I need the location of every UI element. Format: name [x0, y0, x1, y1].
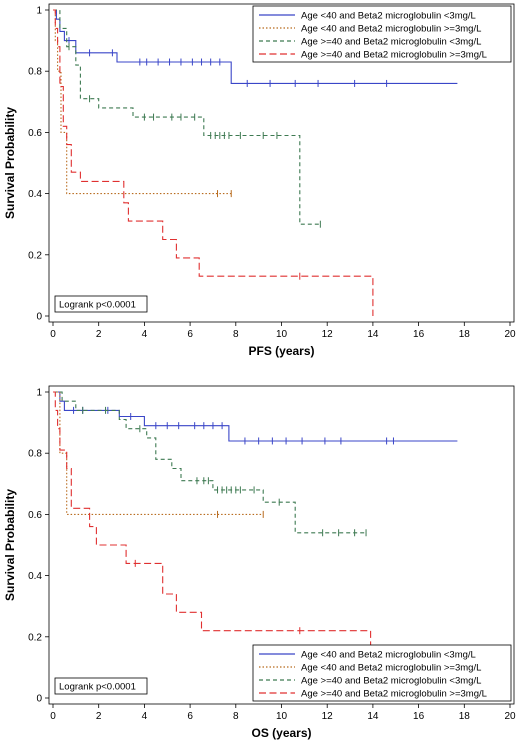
- legend-entry: Age <40 and Beta2 microglobulin <3mg/L: [301, 11, 476, 22]
- legend-entry: Age >=40 and Beta2 microglobulin <3mg/L: [301, 37, 481, 48]
- panel-os: 0 2 4 6 8 10 12 14 16 18 20 0 0.2 0.4 0.6 0.8 1 OS (years…: [3, 385, 516, 740]
- x-tick-label: 6: [187, 711, 193, 722]
- x-tick-label: 16: [413, 711, 425, 722]
- series-2: [53, 9, 232, 198]
- x-tick-label: 0: [50, 329, 56, 340]
- series-1: [53, 391, 458, 445]
- legend-box: [252, 5, 512, 63]
- y-tick-label: 0: [36, 312, 42, 323]
- survival-curve: [53, 391, 366, 534]
- x-tick-label: 0: [50, 711, 56, 722]
- legend-entry: Age <40 and Beta2 microglobulin <3mg/L: [301, 650, 476, 661]
- x-tick-label: 18: [459, 711, 471, 722]
- legend-box: [252, 644, 512, 702]
- annotation-box: [54, 677, 148, 695]
- series-2: [53, 391, 264, 518]
- x-tick-label: 4: [142, 329, 148, 340]
- x-tick-label: 20: [504, 711, 516, 722]
- survival-curve: [53, 9, 232, 195]
- annotation-box: [54, 295, 148, 313]
- legend-entry: Age >=40 and Beta2 microglobulin <3mg/L: [301, 676, 481, 687]
- logrank-text: Logrank p<0.0001: [59, 682, 136, 693]
- y-tick-label: 0.4: [28, 189, 42, 200]
- y-tick-label: 0.6: [28, 128, 42, 139]
- x-axis-label: OS (years): [251, 726, 311, 740]
- x-tick-label: 2: [96, 711, 102, 722]
- survival-curve: [53, 9, 458, 84]
- y-tick-label: 0.2: [28, 250, 42, 261]
- x-tick-label: 10: [276, 329, 288, 340]
- y-tick-label: 0.6: [28, 510, 42, 521]
- x-tick-label: 12: [322, 329, 334, 340]
- legend-entry: Age <40 and Beta2 microglobulin >=3mg/L: [301, 663, 481, 674]
- series-4: [53, 9, 374, 316]
- x-tick-label: 12: [322, 711, 334, 722]
- survival-curve: [53, 9, 374, 316]
- survival-curve: [53, 391, 396, 665]
- panel-pfs: 0 2 4 6 8 10 12 14 16 18 20 0 0.2 0.4 0.6 0.8 1 PFS (year…: [3, 3, 516, 358]
- y-tick-label: 0.8: [28, 67, 42, 78]
- y-tick-label: 1: [36, 388, 42, 399]
- y-tick-label: 0.8: [28, 449, 42, 460]
- x-tick-label: 16: [413, 329, 425, 340]
- logrank-annotation: Logrank p<0.0001: [54, 677, 148, 695]
- x-tick-label: 20: [504, 329, 516, 340]
- x-tick-label: 8: [233, 329, 239, 340]
- series-4: [53, 391, 396, 665]
- survival-curve: [53, 391, 264, 515]
- legend-entry: Age <40 and Beta2 microglobulin >=3mg/L: [301, 24, 481, 35]
- y-tick-label: 0: [36, 694, 42, 705]
- y-tick-label: 1: [36, 6, 42, 17]
- survival-curve: [53, 391, 458, 442]
- x-tick-label: 18: [459, 329, 471, 340]
- y-tick-label: 0.2: [28, 632, 42, 643]
- x-tick-label: 8: [233, 711, 239, 722]
- x-tick-label: 4: [142, 711, 148, 722]
- x-axis-label: PFS (years): [248, 344, 314, 358]
- y-tick-label: 0.4: [28, 571, 42, 582]
- x-tick-label: 2: [96, 329, 102, 340]
- x-tick-label: 10: [276, 711, 288, 722]
- y-axis-label: Survival Probability: [3, 489, 17, 601]
- series-3: [53, 391, 367, 537]
- series-3: [53, 9, 321, 228]
- x-tick-label: 14: [367, 711, 379, 722]
- legend: Age <40 and Beta2 microglobulin <3mg/L Ag…: [252, 644, 512, 702]
- survival-curve: [53, 9, 321, 225]
- series-1: [53, 9, 458, 87]
- legend-entry: Age >=40 and Beta2 microglobulin >=3mg/L: [301, 689, 487, 700]
- x-tick-label: 6: [187, 329, 193, 340]
- logrank-text: Logrank p<0.0001: [59, 300, 136, 311]
- legend-entry: Age >=40 and Beta2 microglobulin >=3mg/L: [301, 50, 487, 61]
- legend: Age <40 and Beta2 microglobulin <3mg/L Ag…: [252, 5, 512, 63]
- logrank-annotation: Logrank p<0.0001: [54, 295, 148, 313]
- y-axis-label: Survival Probability: [3, 107, 17, 219]
- x-tick-label: 14: [367, 329, 379, 340]
